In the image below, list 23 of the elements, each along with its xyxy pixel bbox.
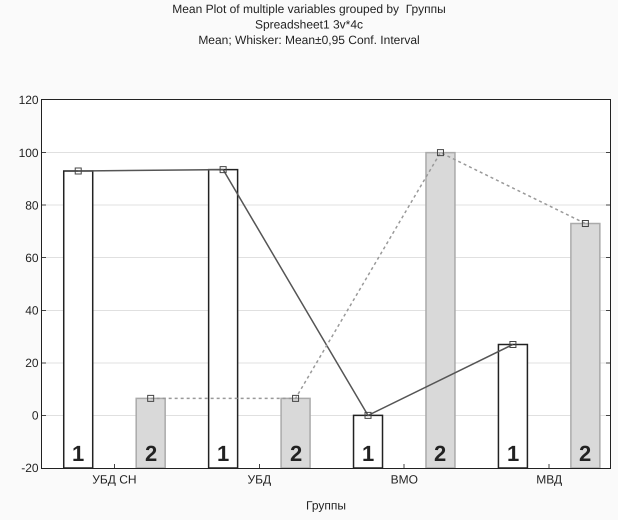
text: 1 xyxy=(362,441,374,466)
text: 2 xyxy=(290,441,302,466)
chart-subtitle: Spreadsheet1 3v*4c Mean; Whisker: Mean±0,95 Conf. Interval xyxy=(198,18,420,48)
y-tick-label: 80 xyxy=(25,198,39,212)
x-axis-title: Группы xyxy=(306,498,346,512)
y-tick-label: 120 xyxy=(18,93,39,108)
y-tick-label: 0 xyxy=(32,408,39,423)
y-tick-label: 100 xyxy=(18,146,39,160)
text: 1 xyxy=(507,441,520,466)
y-tick-label: 20 xyxy=(25,356,39,370)
chart-title: Mean Plot of multiple variables grouped by Группы xyxy=(172,2,446,16)
series-label: 2 xyxy=(145,441,158,466)
y-tick-label: -20 xyxy=(21,461,39,476)
x-tick-label: УБД СН xyxy=(92,472,137,486)
x-tick-label: МВД xyxy=(536,472,562,486)
y-tick-label: 40 xyxy=(25,303,39,318)
x-tick-label: УБД xyxy=(248,472,272,486)
series-label: 1 xyxy=(72,441,84,466)
x-tick-label: ВМО xyxy=(390,472,418,486)
text: 2 xyxy=(434,441,446,466)
text: 1 xyxy=(217,441,230,466)
y-tick-label: 60 xyxy=(25,250,39,265)
text: 2 xyxy=(579,441,592,466)
